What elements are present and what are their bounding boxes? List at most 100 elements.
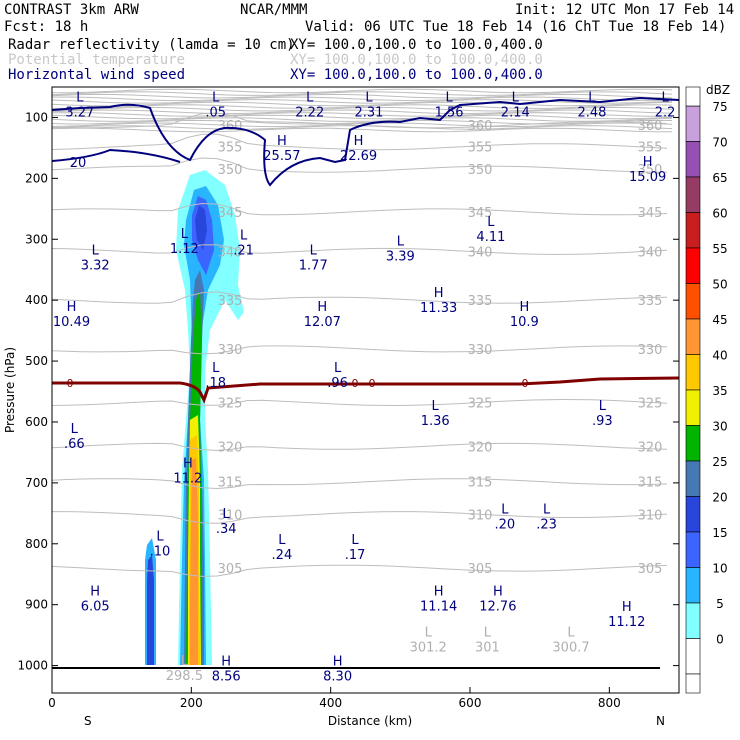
colorbar-label: 10 (712, 562, 727, 576)
extrema-labels: L3.27L.05L2.22L2.31L1.56L2.14L2.48L2.2H2… (53, 91, 676, 685)
theta-contour-upper (52, 91, 673, 96)
theta-contour-label: 345 (638, 206, 663, 221)
colorbar-label: 30 (712, 420, 727, 434)
theta-contour (52, 202, 668, 216)
theta-contour-label: 340 (468, 245, 493, 260)
theta-contour-label: 310 (218, 509, 243, 524)
zero-line-label: 0 (522, 377, 529, 390)
theta-contour-label: 315 (468, 476, 493, 491)
extremum-kind: L (278, 533, 286, 548)
y-axis-label: Pressure (hPa) (3, 347, 17, 433)
colorbar-label: 35 (712, 384, 727, 398)
extremum-kind: H (622, 600, 632, 615)
extremum-value: 8.56 (212, 670, 241, 685)
theta-contour (52, 345, 668, 355)
extremum-kind: L (599, 399, 607, 414)
theta-contour-label: 330 (218, 343, 243, 358)
extremum-value: 3.39 (386, 249, 415, 264)
theta-contour-upper (52, 117, 673, 122)
extremum-kind: H (221, 655, 231, 670)
theta-contour-label: 305 (468, 562, 493, 577)
extremum-kind: L (156, 530, 164, 545)
extremum-kind: H (317, 300, 327, 315)
extremum-value: 1.36 (421, 414, 450, 429)
colorbar-label: 15 (712, 526, 727, 540)
colorbar-label: 40 (712, 349, 727, 363)
theta-contour-label: 350 (638, 163, 663, 178)
wind-speed-contour (52, 96, 679, 187)
x-tick-label: 200 (180, 696, 203, 710)
extremum-kind: L (76, 91, 84, 106)
x-tick-label: 400 (319, 696, 342, 710)
theta-contour-label: 330 (468, 343, 493, 358)
theta-extremum-kind: L (484, 625, 492, 640)
y-tick-label: 600 (25, 415, 48, 429)
extremum-value: 2.22 (295, 106, 324, 121)
x-tick-label: 600 (459, 696, 482, 710)
zero-line-label: 0 (369, 377, 376, 390)
extremum-value: 2.14 (501, 106, 530, 121)
extremum-value: .34 (216, 522, 237, 537)
zero-line-label: 0 (352, 377, 359, 390)
y-tick-label: 200 (25, 171, 48, 185)
extremum-value: .05 (205, 106, 226, 121)
colorbar-swatch (685, 176, 701, 213)
y-tick-label: 400 (25, 293, 48, 307)
zero-line-label: 0 (67, 377, 74, 390)
colorbar-swatch (685, 567, 701, 604)
extremum-value: .10 (150, 545, 171, 560)
theta-extremum-value: 301 (475, 640, 500, 655)
colorbar-swatch (685, 460, 701, 497)
extremum-value: 10.9 (510, 315, 539, 330)
field-xy-wind: XY= 100.0,100.0 to 100.0,400.0 (290, 67, 543, 83)
theta-contours: 360 360 360 355 355 355 350 350 350 345 345 345 340 3… (52, 88, 673, 577)
extremum-value: .66 (64, 437, 85, 452)
extremum-kind: H (90, 585, 100, 600)
theta-contour-upper (52, 127, 673, 133)
overlay-contours: 0 0 0 020 (52, 96, 679, 404)
extremum-value: .17 (345, 548, 366, 563)
y-tick-label: 500 (25, 354, 48, 368)
field-xy-theta: XY= 100.0,100.0 to 100.0,400.0 (290, 52, 543, 68)
theta-contour-upper (52, 88, 673, 94)
theta-extremum-kind: L (181, 654, 189, 669)
colorbar-label: 65 (712, 171, 727, 185)
extremum-kind: L (92, 243, 100, 258)
y-tick-label: 300 (25, 232, 48, 246)
theta-contour-label: 330 (638, 343, 663, 358)
zero-degree-line (52, 376, 679, 404)
field-name-theta: Potential temperature (8, 52, 185, 68)
colorbar-swatch (685, 531, 701, 568)
theta-contour-label: 355 (468, 141, 493, 156)
extremum-value: 2.48 (577, 106, 606, 121)
colorbar-swatch (685, 638, 701, 675)
extremum-kind: H (434, 286, 444, 301)
theta-contour (52, 112, 668, 129)
extremum-value: .20 (494, 517, 515, 532)
extremum-value: 4.11 (476, 230, 505, 245)
extremum-kind: H (183, 457, 193, 472)
colorbar-swatch (685, 602, 701, 639)
colorbar-swatch (685, 389, 701, 426)
init-time: Init: 12 UTC Mon 17 Feb 14 (515, 2, 734, 18)
theta-contour-upper (52, 119, 673, 125)
extremum-kind: H (643, 155, 653, 170)
colorbar-swatch (685, 247, 701, 284)
extremum-value: 11.14 (420, 600, 457, 615)
extremum-value: 25.57 (263, 149, 300, 164)
extremum-kind: L (212, 91, 220, 106)
extremum-value: 12.76 (479, 600, 516, 615)
plot-frame (51, 86, 680, 694)
theta-contour-label: 325 (218, 396, 243, 411)
colorbar-label: 50 (712, 278, 727, 292)
axes (51, 86, 680, 694)
y-tick-label: 100 (25, 110, 48, 124)
colorbar-label: 0 (716, 633, 724, 647)
extremum-value: 2.2 (655, 106, 676, 121)
extremum-kind: L (501, 502, 509, 517)
extremum-value: 3.32 (81, 258, 110, 273)
theta-contour (52, 442, 668, 451)
theta-contour-label: 360 (218, 119, 243, 134)
theta-extremum-kind: L (425, 625, 433, 640)
colorbar-swatch (685, 354, 701, 391)
